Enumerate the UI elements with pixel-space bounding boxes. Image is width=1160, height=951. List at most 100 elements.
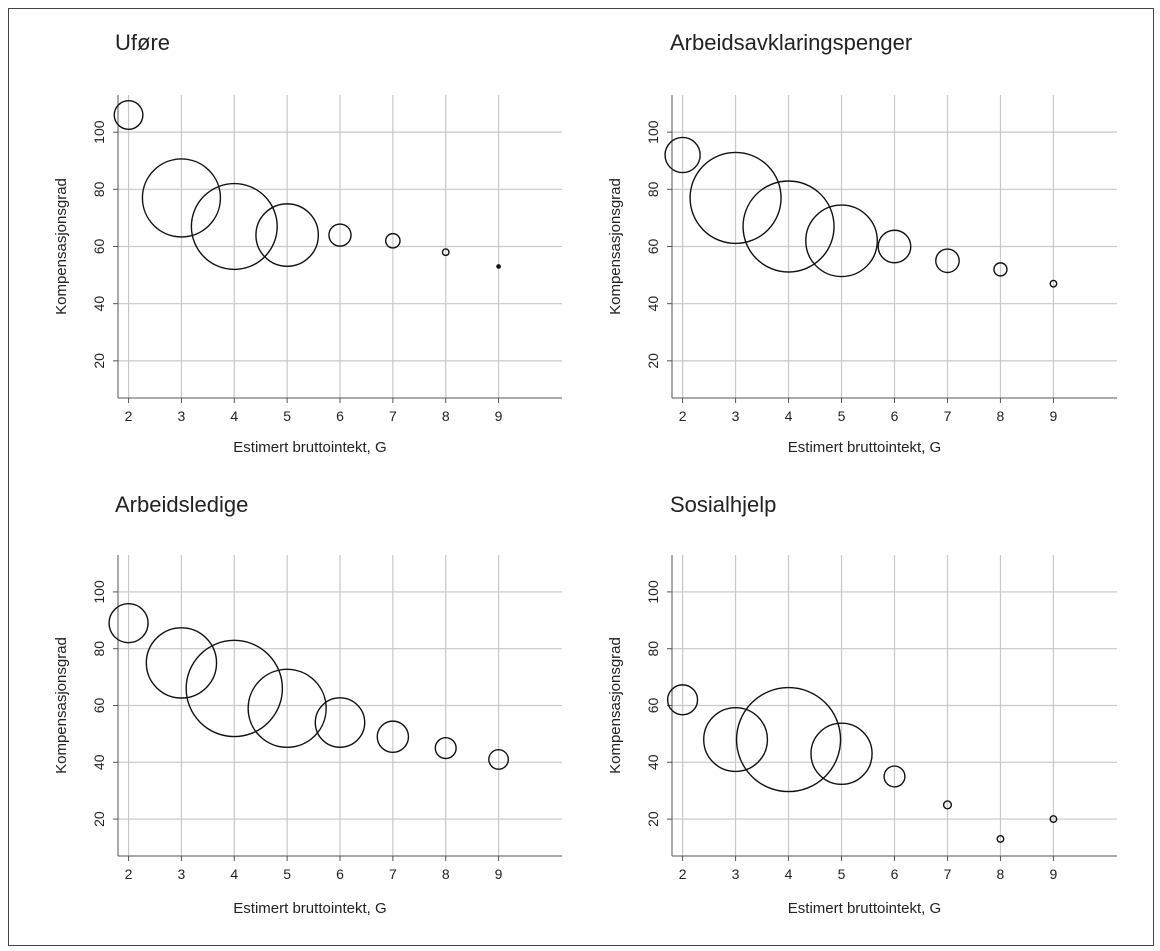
data-point — [689, 151, 782, 245]
x-tick-label: 4 — [785, 408, 793, 424]
x-tick-label: 9 — [1050, 408, 1058, 424]
y-tick-label: 40 — [91, 754, 107, 770]
x-tick-label: 3 — [178, 866, 186, 882]
x-tick-label: 2 — [125, 866, 133, 882]
x-tick-label: 5 — [283, 866, 291, 882]
x-tick-label: 6 — [891, 866, 899, 882]
y-tick-label: 100 — [645, 120, 661, 144]
x-axis-label: Estimert bruttointekt, G — [788, 900, 941, 917]
data-point — [488, 749, 510, 770]
x-tick-label: 8 — [997, 866, 1005, 882]
data-point — [742, 180, 835, 273]
y-tick-label: 100 — [91, 120, 107, 144]
y-tick-label: 60 — [91, 239, 107, 255]
x-tick-label: 2 — [125, 408, 133, 424]
data-point — [805, 204, 878, 278]
data-point — [185, 639, 284, 738]
data-point — [666, 684, 699, 716]
data-point — [385, 232, 401, 249]
chart-title: Uføre — [115, 30, 170, 55]
data-point — [328, 223, 352, 247]
x-tick-label: 6 — [336, 408, 344, 424]
x-tick-label: 8 — [442, 866, 450, 882]
chart-title: Arbeidsavklaringspenger — [670, 30, 912, 55]
y-tick-label: 40 — [91, 296, 107, 312]
y-tick-label: 20 — [645, 353, 661, 369]
chart-panel-4: 2 3 4 5 6 7 8 9 20 40 60 80 100 Sosialhjelp Estimert b… — [607, 492, 1117, 917]
x-tick-label: 5 — [838, 408, 846, 424]
x-tick-label: 9 — [495, 866, 503, 882]
y-tick-label: 20 — [91, 811, 107, 827]
data-point — [935, 248, 960, 274]
data-point — [314, 697, 366, 748]
data-point — [108, 602, 149, 644]
y-tick-label: 40 — [645, 296, 661, 312]
y-tick-label: 60 — [645, 239, 661, 255]
data-point — [877, 229, 912, 264]
data-point — [1049, 815, 1058, 824]
x-axis-label: Estimert bruttointekt, G — [788, 439, 941, 456]
x-tick-label: 3 — [732, 408, 740, 424]
y-tick-label: 80 — [645, 181, 661, 197]
x-tick-label: 3 — [732, 866, 740, 882]
x-tick-label: 4 — [230, 408, 238, 424]
y-tick-label: 80 — [91, 181, 107, 197]
y-tick-label: 60 — [645, 698, 661, 714]
x-tick-label: 6 — [336, 866, 344, 882]
y-tick-label: 20 — [645, 811, 661, 827]
data-point — [735, 686, 842, 793]
data-point — [145, 627, 218, 699]
data-point — [883, 765, 906, 788]
x-axis-label: Estimert bruttointekt, G — [233, 439, 386, 456]
x-tick-label: 9 — [495, 408, 503, 424]
x-tick-label: 4 — [230, 866, 238, 882]
y-tick-label: 40 — [645, 754, 661, 770]
y-axis-label: Kompensasjonsgrad — [53, 178, 70, 315]
x-tick-label: 9 — [1050, 866, 1058, 882]
y-axis-label: Kompensasjonsgrad — [607, 637, 624, 774]
data-point — [441, 248, 450, 257]
y-tick-label: 100 — [645, 580, 661, 604]
y-tick-label: 80 — [645, 641, 661, 657]
data-point — [496, 264, 501, 269]
x-tick-label: 8 — [442, 408, 450, 424]
y-tick-label: 60 — [91, 698, 107, 714]
data-point — [255, 203, 320, 267]
data-point — [993, 262, 1008, 277]
y-axis-label: Kompensasjonsgrad — [53, 637, 70, 774]
data-point — [703, 707, 769, 773]
chart-title: Arbeidsledige — [115, 492, 248, 517]
chart-panel-1: 2 3 4 5 6 7 8 9 20 40 60 80 100 Uføre Estimert bruttoi… — [53, 30, 562, 456]
data-point — [996, 835, 1005, 843]
y-axis-label: Kompensasjonsgrad — [607, 178, 624, 315]
chart-title: Sosialhjelp — [670, 492, 776, 517]
data-point — [113, 100, 144, 131]
x-tick-label: 5 — [838, 866, 846, 882]
data-point — [190, 182, 278, 271]
chart-panel-2: 2 3 4 5 6 7 8 9 20 40 60 80 100 Arbeidsavklaringspeng… — [607, 30, 1117, 456]
y-tick-label: 20 — [91, 353, 107, 369]
data-point — [942, 800, 953, 810]
x-tick-label: 7 — [944, 866, 952, 882]
data-point — [434, 736, 457, 760]
x-tick-label: 4 — [785, 866, 793, 882]
data-point — [141, 158, 222, 238]
x-tick-label: 3 — [178, 408, 186, 424]
chart-panel-3: 2 3 4 5 6 7 8 9 20 40 60 80 100 Arbeidsledige Estimert… — [53, 492, 562, 917]
x-tick-label: 6 — [891, 408, 899, 424]
y-tick-label: 80 — [91, 641, 107, 657]
data-point — [1049, 279, 1058, 288]
data-point — [664, 136, 701, 174]
data-point — [376, 720, 410, 754]
data-point — [810, 722, 873, 786]
x-tick-label: 2 — [679, 866, 687, 882]
x-tick-label: 5 — [283, 408, 291, 424]
x-tick-label: 2 — [679, 408, 687, 424]
y-tick-label: 100 — [91, 580, 107, 604]
x-axis-label: Estimert bruttointekt, G — [233, 900, 386, 917]
x-tick-label: 7 — [389, 408, 397, 424]
x-tick-label: 8 — [997, 408, 1005, 424]
x-tick-label: 7 — [389, 866, 397, 882]
figure-frame — [8, 8, 1154, 946]
